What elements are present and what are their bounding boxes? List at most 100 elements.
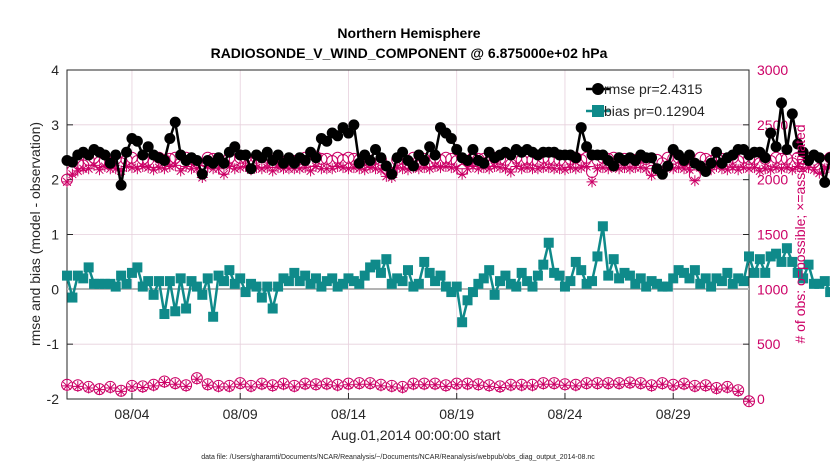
bias-point	[484, 265, 495, 276]
bias-point	[251, 281, 262, 292]
bias-point	[673, 265, 684, 276]
y-tick-label: 2	[51, 172, 59, 188]
obs-assimilated-point	[131, 163, 143, 175]
obs-assimilated-point	[808, 164, 820, 176]
bias-point	[522, 276, 533, 287]
obs-assimilated-point	[72, 165, 84, 177]
obs-assimilated-point	[142, 162, 154, 174]
bias-point	[781, 243, 792, 254]
bias-point	[592, 251, 603, 262]
bias-point	[473, 278, 484, 289]
bias-point	[603, 270, 614, 281]
bias-point	[170, 306, 181, 317]
bias-point	[679, 267, 690, 278]
obs-assimilated-point	[397, 382, 409, 394]
y2-tick-label: 500	[757, 336, 781, 352]
rmse-point	[813, 152, 825, 164]
obs-assimilated-point	[581, 378, 593, 390]
bias-point	[235, 273, 246, 284]
rmse-point	[191, 154, 203, 166]
chart-subtitle: RADIOSONDE_V_WIND_COMPONENT @ 6.875000e+…	[211, 45, 608, 61]
bias-point	[624, 270, 635, 281]
obs-assimilated-point	[667, 163, 679, 175]
rmse-point	[797, 146, 809, 158]
bias-point	[256, 292, 267, 303]
bias-point	[310, 273, 321, 284]
bias-point	[722, 267, 733, 278]
obs-assimilated-point	[180, 161, 192, 173]
bias-point	[164, 276, 175, 287]
bias-point	[83, 262, 94, 273]
legend-box	[586, 78, 744, 124]
rmse-point	[321, 135, 333, 147]
bias-point	[814, 278, 825, 289]
obs-assimilated-point	[483, 163, 495, 175]
rmse-point	[196, 168, 208, 180]
y-tick-label: -2	[47, 391, 60, 407]
rmse-point	[759, 152, 771, 164]
x-tick-label: 08/19	[439, 406, 474, 422]
legend-bias-marker	[592, 105, 604, 117]
obs-assimilated-point	[364, 162, 376, 174]
bias-point	[684, 273, 695, 284]
bias-point	[489, 289, 500, 300]
obs-assimilated-point	[462, 163, 474, 175]
rmse-point	[575, 122, 587, 134]
bias-point	[614, 273, 625, 284]
bias-point	[419, 256, 430, 267]
obs-assimilated-point	[169, 378, 181, 390]
bias-point	[413, 278, 424, 289]
obs-assimilated-point	[797, 163, 809, 175]
obs-assimilated-point	[115, 165, 127, 177]
obs-assimilated-point	[413, 163, 425, 175]
bias-point	[565, 276, 576, 287]
bias-point	[581, 278, 592, 289]
bias-point	[72, 270, 83, 281]
obs-assimilated-point	[440, 161, 452, 173]
obs-assimilated-point	[743, 163, 755, 175]
obs-assimilated-point	[602, 163, 614, 175]
bias-point	[559, 281, 570, 292]
y-tick-label: -1	[47, 336, 60, 352]
obs-assimilated-point	[705, 164, 717, 176]
obs-assimilated-point	[294, 163, 306, 175]
bias-point	[689, 265, 700, 276]
bias-point	[511, 281, 522, 292]
rmse-point	[229, 141, 241, 153]
y2-tick-label: 1000	[757, 281, 788, 297]
legend: rmse pr=2.4315 bias pr=0.12904	[586, 78, 744, 124]
rmse-point	[115, 179, 127, 191]
rmse-point	[240, 149, 252, 161]
bias-point	[343, 273, 354, 284]
rmse-point	[364, 154, 376, 166]
bias-point	[78, 273, 89, 284]
bias-point	[467, 287, 478, 298]
obs-assimilated-point	[711, 161, 723, 173]
obs-assimilated-point	[732, 385, 744, 397]
obs-assimilated-point	[581, 161, 593, 173]
obs-assimilated-point	[765, 164, 777, 176]
obs-assimilated-point	[261, 162, 273, 174]
bias-point	[154, 276, 165, 287]
obs-assimilated-point	[489, 161, 501, 173]
obs-assimilated-point	[803, 162, 815, 174]
obs-assimilated-point	[61, 380, 73, 392]
bias-point	[819, 276, 830, 287]
obs-assimilated-point	[299, 162, 311, 174]
obs-assimilated-point	[732, 164, 744, 176]
obs-assimilated-point	[770, 162, 782, 174]
obs-assimilated-point	[169, 159, 181, 171]
bias-point	[105, 278, 116, 289]
bias-point	[386, 278, 397, 289]
rmse-point	[342, 127, 354, 139]
bias-point	[478, 273, 489, 284]
obs-assimilated-point	[559, 164, 571, 176]
bias-point	[321, 276, 332, 287]
rmse-point	[781, 144, 793, 156]
bias-point	[294, 276, 305, 287]
obs-assimilated-point	[434, 162, 446, 174]
bias-point	[771, 248, 782, 259]
obs-assimilated-point	[121, 161, 133, 173]
obs-assimilated-point	[342, 379, 354, 391]
